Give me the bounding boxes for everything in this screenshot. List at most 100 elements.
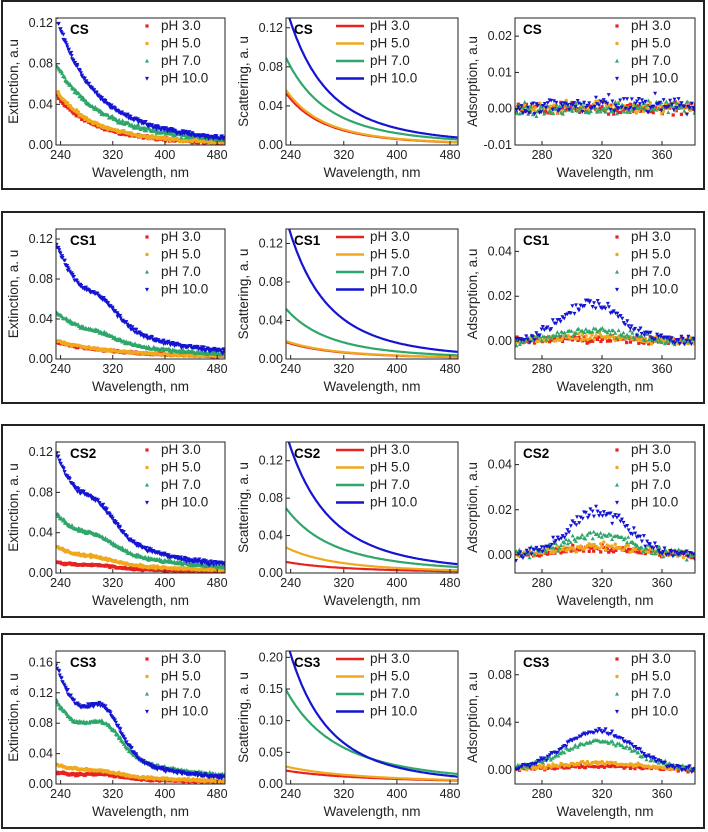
data-point [612,550,616,554]
data-point [587,513,592,518]
data-point [574,331,579,335]
data-point [605,101,610,106]
data-point [56,663,59,668]
data-point [205,133,210,138]
data-point [149,123,154,127]
data-point [649,342,654,346]
data-point [626,528,631,533]
data-point [578,544,583,548]
legend-marker [145,465,149,470]
data-point [590,333,594,337]
plot-frame [55,441,226,574]
data-point [61,32,66,37]
legend-marker [145,500,149,505]
data-point [557,537,562,542]
data-point [82,287,87,292]
row-panel-cs1: 240 320 400 480 0.00 0.04 0.08 0.12 Wavelength, … [1,211,705,404]
data-point [573,105,578,109]
data-point [643,551,648,556]
data-point [668,335,672,339]
legend-marker [615,448,619,452]
data-point [163,770,168,774]
data-point [178,555,183,560]
row-svg: 240 320 400 4800.000.040.080.120.16Waveleng… [6,650,696,819]
legend-label: pH 3.0 [161,229,201,244]
data-point [73,60,78,65]
data-point [525,337,530,342]
data-point [615,311,620,316]
data-point [580,333,585,337]
legend-label: pH 10.0 [370,282,417,297]
data-point [653,91,658,96]
data-point [565,312,570,317]
data-point [590,105,595,110]
data-point [666,110,671,115]
data-point [56,666,60,671]
x-tick-label: 280 [532,148,553,162]
x-axis-label: Wavelength, nm [92,379,189,394]
data-point [581,549,586,553]
x-tick-label: 480 [207,148,228,162]
data-point [118,316,123,321]
data-point [672,341,677,346]
data-point [573,303,578,308]
data-point [545,325,550,330]
data-point [136,122,141,127]
data-point [584,338,588,342]
data-point [131,539,136,544]
x-tick-label: 480 [440,362,461,376]
data-point [605,330,610,335]
data-point [629,97,634,102]
data-point [556,548,561,553]
chart-ext-cs1: 240 320 400 4800.000.040.080.12Wavelength, … [6,228,228,394]
data-point [132,568,136,572]
data-point [644,546,649,551]
data-point [643,99,648,104]
data-point [613,99,618,104]
data-point [222,349,225,354]
data-point [585,108,590,113]
legend-marker [145,76,149,81]
data-point [66,47,71,52]
plot-area [286,229,458,359]
data-point [671,113,675,117]
data-point [76,487,81,492]
data-point [559,536,564,541]
data-point [590,546,594,550]
data-point [144,128,149,133]
data-point [576,338,580,342]
row-panel-cs3: 240 320 400 480 0.00 0.04 0.08 0.12 0.16 Waveleng… [1,633,705,829]
data-point [652,337,657,342]
data-point [551,535,556,540]
data-point [641,549,646,553]
data-point [587,549,591,553]
data-point [590,305,595,309]
legend-label: pH 7.0 [161,477,201,492]
data-point [565,528,570,532]
data-point [570,304,575,308]
y-tick-label: 0.00 [259,138,283,152]
data-point [531,101,536,106]
data-point [590,509,595,514]
data-point [560,547,565,552]
data-point [598,326,603,331]
data-point [521,111,526,116]
data-point [77,489,82,493]
data-point [578,110,582,114]
data-point [679,101,684,106]
data-point [210,560,215,565]
data-point [568,524,573,529]
data-point [522,99,527,104]
data-point [551,545,556,550]
data-point [589,339,593,343]
data-point [592,301,597,306]
plot-area [56,663,225,784]
data-point [162,767,167,772]
data-point [588,507,593,512]
row-svg: 240 320 400 4800.000.040.080.12Wavelength, … [6,228,696,394]
data-point [624,109,629,114]
data-point [527,107,532,112]
data-point [595,509,600,514]
x-axis-label: Wavelength, nm [323,379,420,394]
